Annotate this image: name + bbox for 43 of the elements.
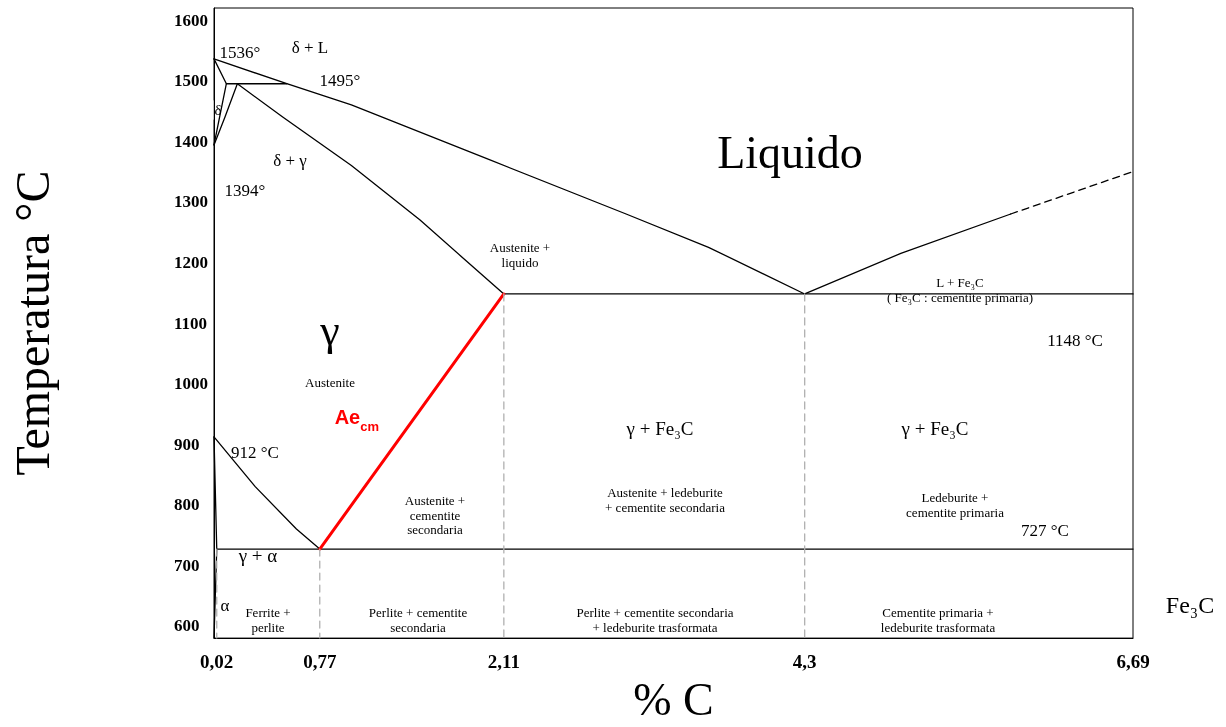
y-tick-label: 1100 [174,313,208,333]
annotation: Ferrite + perlite [245,605,291,635]
annotation: 1148 °C [1047,330,1103,350]
annotation: Perlite + cementite secondaria [368,605,468,635]
annotation: γ + α [237,544,278,566]
annotation: Austenite + ledeburite + cementite secondaria [605,485,726,515]
annotation: Austenite + liquido [489,240,551,270]
y-tick-label: 1000 [174,374,208,394]
annotation: 1536° [219,42,261,62]
x-tick-label: 4,3 [792,651,817,673]
x-tick-label: 6,69 [1116,651,1150,673]
annotation: Perlite + cementite secondaria + ledeburite trasformata [576,605,734,635]
y-tick-label: 1300 [174,192,208,212]
annotation: Cementite primaria + ledeburite trasformata [880,605,996,635]
y-tick-label: 600 [174,616,200,636]
annotation: L + Fe₃C ( Fe₃C : cementite primaria) [886,275,1034,305]
x-tick-label: 2,11 [487,651,520,673]
x-tick-label: 0,77 [303,651,337,673]
annotation: δ + γ [273,150,308,170]
annotation: Liquido [717,126,863,178]
annotation: Ledeburite + cementite primaria [906,490,1005,520]
annotation: γ + Fe₃C [625,417,694,439]
annotation: γ [319,305,340,355]
annotation: 727 °C [1021,520,1069,540]
annotation: 1394° [224,180,266,200]
annotation: 912 °C [231,442,279,462]
y-tick-label: 1600 [174,10,208,30]
annotation: Austenite + cementite secondaria [404,492,466,538]
y-tick-label: 900 [174,434,200,454]
y-tick-label: 1500 [174,71,208,91]
y-tick-label: 1400 [174,131,208,151]
annotation: γ + Fe₃C [900,417,969,439]
annotation: δ + L [291,37,329,57]
y-tick-label: 1200 [174,252,208,272]
x-tick-label: 0,02 [200,651,234,673]
x-axis-title: % C [633,673,714,725]
annotation: Austenite [305,374,356,390]
y-tick-label: 700 [174,555,200,575]
y-tick-label: 800 [174,495,200,515]
y-axis-title: Temperatura °C [5,170,59,476]
annotation: 1495° [319,70,361,90]
annotation: α [220,595,230,615]
text: Fe₃C [1165,592,1215,618]
